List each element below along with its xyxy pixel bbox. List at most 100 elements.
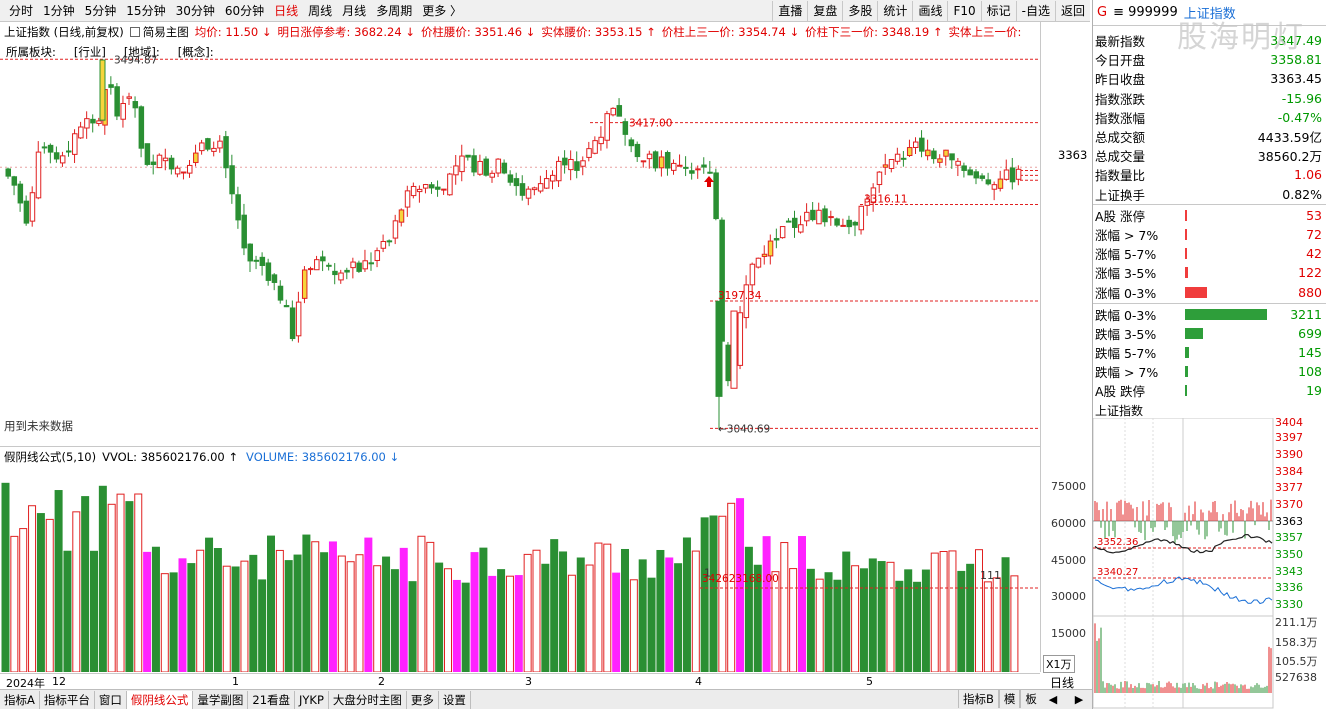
indicator-tab-0[interactable]: 指标A	[0, 690, 40, 709]
breadth-value: 19	[1306, 383, 1322, 399]
breadth-value: 72	[1306, 226, 1322, 242]
candle-body	[398, 209, 405, 223]
indicator-tab-7[interactable]: 大盘分时主图	[329, 690, 407, 709]
timeframe-5[interactable]: 60分钟	[224, 3, 265, 18]
mini-tick-8: 3350	[1275, 548, 1303, 561]
volume-bar	[691, 550, 700, 672]
chart-mode[interactable]: 简易主图	[142, 25, 189, 39]
candle-body	[1009, 167, 1016, 183]
candle-body	[519, 183, 526, 196]
intraday-mini-chart[interactable]: 3352.36 3340.27	[1093, 418, 1326, 709]
volume-bar	[293, 554, 302, 672]
g-label[interactable]: G	[1097, 5, 1108, 20]
mini-tick-15: 527638	[1275, 671, 1317, 684]
volume-bar	[567, 574, 576, 672]
date-label-6: 5	[866, 675, 873, 688]
timeframe-1[interactable]: 1分钟	[43, 3, 75, 18]
candle-body	[816, 209, 822, 225]
candle-body	[985, 179, 992, 185]
toolbar-button-4[interactable]: 画线	[912, 0, 947, 21]
volume-bar	[612, 572, 621, 672]
breadth-bar-track	[1185, 366, 1276, 378]
volume-tick-0: 75000	[1051, 480, 1086, 494]
candle-body	[235, 194, 241, 221]
toolbar-button-6[interactable]: 标记	[980, 0, 1016, 21]
sector-concept[interactable]: [概念]:	[177, 45, 214, 59]
volume-bar	[603, 543, 612, 672]
toolbar-button-0[interactable]: 直播	[772, 0, 807, 21]
volume-bar	[169, 572, 178, 672]
indicator-values: 均价: 11.50 ↓ 明日涨停参考: 3682.24 ↓ 价柱腰价: 3351.4…	[189, 24, 1022, 40]
indicator-tab-right-1[interactable]: 模	[998, 690, 1021, 708]
mini-tick-9: 3343	[1275, 565, 1303, 578]
mini-tick-7: 3357	[1275, 531, 1303, 544]
toolbar-button-3[interactable]: 统计	[877, 0, 912, 21]
candle-body	[525, 188, 532, 199]
candle-body	[991, 184, 998, 190]
candlestick-chart[interactable]: 3494.87 3417.00 3316.11 3197.34 ←3040.69	[0, 42, 1040, 446]
main-chart-icon[interactable]	[129, 27, 140, 37]
volume-bar	[399, 547, 408, 672]
timeframe-8[interactable]: 月线	[342, 3, 367, 18]
candle-body	[598, 136, 604, 145]
timeframe-0[interactable]: 分时	[9, 3, 34, 18]
mini-tick-1: 3397	[1275, 431, 1303, 444]
stat-row: 昨日收盘 3363.45	[1093, 69, 1326, 88]
volume-bar	[877, 561, 886, 672]
timeframe-6[interactable]: 日线	[274, 3, 299, 18]
candle-body	[568, 158, 574, 171]
volume-chart[interactable]: 342623168.001 111	[0, 466, 1040, 672]
toolbar-buttons: 直播 复盘 多股 统计 画线 F10 标记 -自选 返回	[772, 0, 1090, 22]
scroll-right-icon[interactable]: ▶	[1074, 693, 1084, 706]
indicator-tab-3[interactable]: 假阴线公式	[126, 690, 194, 709]
mini-tick-5: 3370	[1275, 498, 1303, 511]
toolbar-button-1[interactable]: 复盘	[807, 0, 842, 21]
candle-body	[556, 160, 562, 182]
candle-body	[550, 174, 556, 182]
indicator-tab-right-0[interactable]: 指标B	[958, 690, 999, 708]
toolbar-button-8[interactable]: 返回	[1054, 0, 1090, 21]
timeframe-10[interactable]: 更多 〉	[422, 3, 463, 18]
indicator-tab-5[interactable]: 21看盘	[248, 690, 296, 709]
volume-bar	[151, 546, 160, 672]
timeframe-3[interactable]: 15分钟	[126, 3, 166, 18]
sector-region[interactable]: [地域]:	[123, 45, 160, 59]
candle-body	[386, 240, 393, 243]
breadth-bar	[1185, 308, 1267, 320]
volume-bar	[682, 537, 691, 672]
stat-value: 3363.45	[1270, 71, 1322, 87]
candle-body	[380, 240, 387, 249]
timeframe-9[interactable]: 多周期	[376, 3, 413, 18]
indicator-tab-4[interactable]: 量学副图	[193, 690, 249, 709]
volume-mark-2: 111	[980, 569, 1001, 582]
volume-bar	[116, 493, 125, 672]
indicator-tab-9[interactable]: 设置	[439, 690, 471, 709]
candle-body	[205, 138, 211, 150]
candle-body	[931, 150, 937, 160]
candle-body	[429, 184, 435, 189]
indicator-tab-2[interactable]: 窗口	[95, 690, 127, 709]
candle-body	[689, 170, 695, 174]
sector-industry[interactable]: [行业]	[73, 45, 106, 59]
price-low-label: ←3040.69	[718, 423, 770, 435]
timeframe-7[interactable]: 周线	[308, 3, 333, 18]
volume-bar	[390, 569, 399, 672]
toolbar-button-7[interactable]: -自选	[1015, 0, 1055, 21]
indicator-tab-6[interactable]: JYKP	[295, 690, 329, 709]
scroll-left-icon[interactable]: ◀	[1048, 693, 1058, 706]
indicator-value-5: 价柱下三一价: 3348.19 ↑	[805, 25, 943, 39]
stat-label: 最新指数	[1095, 34, 1146, 50]
candle-body	[671, 162, 677, 171]
indicator-tab-1[interactable]: 指标平台	[40, 690, 95, 709]
date-label-2: 1	[232, 675, 239, 688]
indicator-tab-right-2[interactable]: 板	[1020, 690, 1042, 708]
toolbar-button-2[interactable]: 多股	[842, 0, 877, 21]
timeframe-2[interactable]: 5分钟	[84, 3, 117, 18]
candle-body	[822, 208, 828, 223]
indicator-tab-8[interactable]: 更多	[407, 690, 439, 709]
breadth-row: 涨幅 > 7% 72	[1093, 225, 1326, 244]
timeframe-4[interactable]: 30分钟	[175, 3, 215, 18]
volume-bar	[284, 560, 293, 672]
toolbar-button-5[interactable]: F10	[947, 0, 980, 21]
volume-bar	[444, 568, 452, 672]
